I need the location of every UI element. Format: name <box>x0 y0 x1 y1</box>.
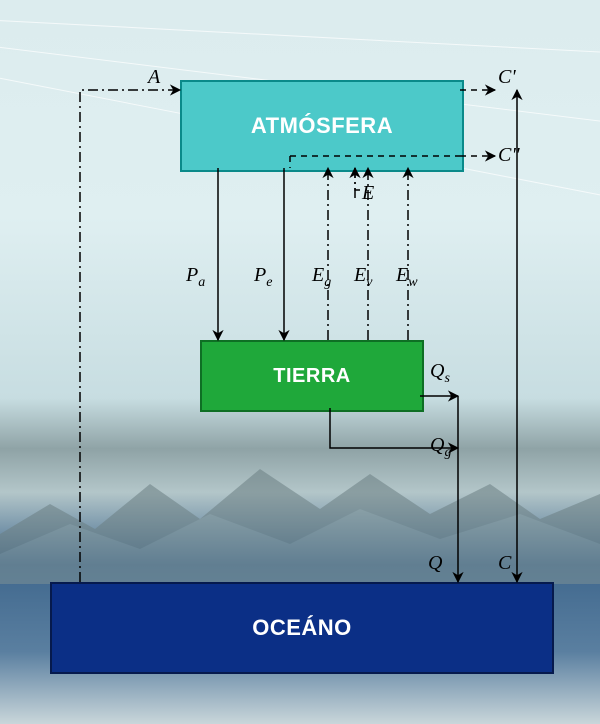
node-earth-label: TIERRA <box>273 365 350 388</box>
label-Pe: Pe <box>254 264 272 291</box>
label-A: A <box>148 66 160 89</box>
edge-A <box>80 90 180 582</box>
label-Ev: Ev <box>354 264 372 291</box>
label-Ew: Ew <box>396 264 418 291</box>
node-ocean: OCEÁNO <box>50 582 554 674</box>
label-Eg: Eg <box>312 264 331 291</box>
node-ocean-label: OCEÁNO <box>252 615 352 641</box>
label-C: C <box>498 552 511 575</box>
label-Cpp: C" <box>498 144 520 167</box>
label-E: E <box>362 182 374 205</box>
node-earth: TIERRA <box>200 340 424 412</box>
label-Qg: Qg <box>430 434 451 461</box>
node-atmosphere: ATMÓSFERA <box>180 80 464 172</box>
node-atmosphere-label: ATMÓSFERA <box>251 113 393 139</box>
label-Q: Q <box>428 552 442 575</box>
label-Pa: Pa <box>186 264 205 291</box>
bg-wire <box>0 18 600 55</box>
label-Qs: Qs <box>430 360 450 387</box>
label-Cp: C' <box>498 66 516 89</box>
diagram-stage: ATMÓSFERA TIERRA OCEÁNO A C' C" E Pa Pe Eg Ev Ew… <box>0 0 600 724</box>
